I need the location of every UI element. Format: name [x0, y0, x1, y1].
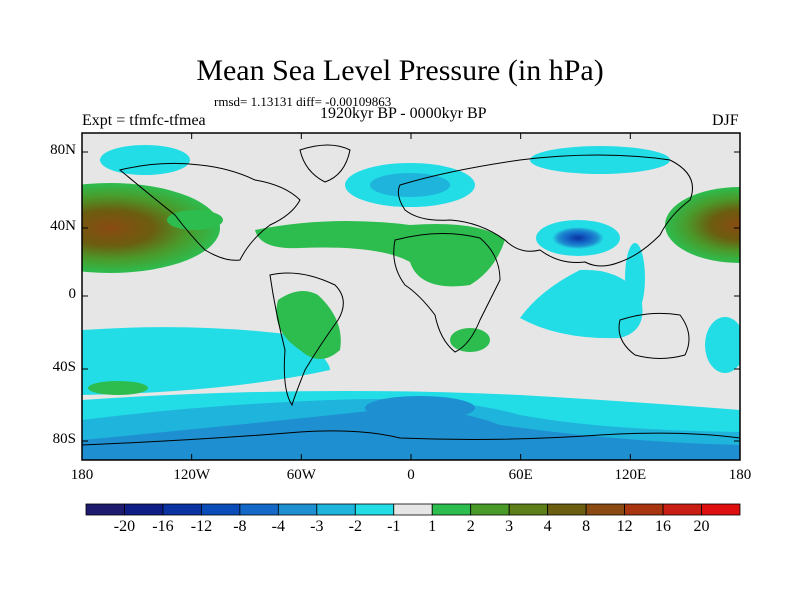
x-tick-label: 60E	[508, 467, 533, 483]
y-tick-label: 40N	[50, 218, 76, 234]
nw-pacific-high	[665, 187, 740, 263]
africa-coast	[393, 233, 501, 353]
chart-title: Mean Sea Level Pressure (in hPa)	[196, 54, 604, 87]
colorbar-swatch	[85, 503, 125, 516]
season-label: DJF	[712, 112, 739, 129]
colorbar-swatch	[508, 503, 549, 516]
x-tick-label: 60W	[286, 467, 316, 483]
y-tick-label: 80N	[50, 142, 76, 158]
colorbar-swatch	[162, 503, 202, 516]
coastlines	[82, 144, 740, 446]
greenland-coast	[299, 144, 351, 183]
north-america-coast	[118, 162, 301, 261]
colorbar-level-label: -4	[271, 518, 285, 535]
x-tick-label: 0	[407, 467, 415, 483]
ne-pacific-high-ext	[167, 210, 223, 230]
colorbar-level-label: 4	[543, 518, 552, 535]
north-pacific-low	[100, 145, 190, 175]
colorbar-swatch	[701, 503, 741, 516]
y-tick-label: 80S	[52, 431, 76, 447]
colorbar-level-label: -12	[190, 518, 213, 535]
arctic-low	[530, 146, 670, 174]
colorbar-level-label: 8	[582, 518, 591, 535]
south-africa-high	[450, 328, 490, 352]
colorbar-level-label: -20	[113, 518, 136, 535]
colorbar-swatch	[277, 503, 318, 516]
y-tick-label: 0	[68, 286, 77, 302]
southern-pacific-low	[365, 396, 475, 420]
colorbar-swatch	[547, 503, 587, 516]
north-africa-high	[255, 221, 505, 287]
colorbar-level-label: 16	[655, 518, 672, 535]
southern-ocean-inner	[82, 408, 740, 460]
colorbar-swatch	[354, 503, 395, 516]
colorbar-level-label: -1	[387, 518, 401, 535]
x-tick-label: 180	[70, 467, 94, 483]
south-america-coast	[269, 272, 344, 407]
colorbar-level-label: 1	[428, 518, 437, 535]
period-label: 1920kyr BP - 0000kyr BP	[320, 105, 487, 122]
colorbar-level-label: -3	[310, 518, 324, 535]
colorbar	[85, 503, 741, 516]
south-america-high	[276, 291, 341, 359]
colorbar-swatch	[470, 503, 510, 516]
x-tick-label: 120W	[173, 467, 210, 483]
colorbar-swatch	[124, 503, 164, 516]
colorbar-level-label: -16	[152, 518, 174, 535]
south-pacific-high	[88, 381, 148, 395]
colorbar-swatch	[316, 503, 356, 516]
experiment-label: Expt = tfmfc-tfmea	[82, 112, 206, 129]
west-pacific-low	[625, 243, 645, 313]
x-tick-label: 180	[728, 467, 752, 483]
colorbar-level-label: -8	[233, 518, 247, 535]
y-tick-label: 40S	[52, 359, 76, 375]
anomaly-field	[82, 133, 740, 460]
ne-pacific-high	[82, 183, 220, 273]
colorbar-swatch	[662, 503, 702, 516]
north-atlantic-low-inner	[370, 173, 450, 197]
colorbar-level-label: 20	[693, 518, 710, 535]
colorbar-swatch	[624, 503, 664, 516]
x-tick-label: 120E	[614, 467, 647, 483]
colorbar-level-label: -2	[348, 518, 362, 535]
colorbar-swatch	[585, 503, 625, 516]
tibet-low-inner	[552, 227, 604, 249]
stats-line: rmsd= 1.13131 diff= -0.00109863	[214, 94, 392, 109]
colorbar-swatch	[201, 503, 241, 516]
colorbar-level-label: 3	[505, 518, 514, 535]
colorbar-swatch	[431, 503, 472, 516]
antarctica-coast	[82, 430, 740, 446]
colorbar-level-label: 12	[616, 518, 633, 535]
colorbar-swatch	[239, 503, 279, 516]
australia-coast	[618, 312, 690, 359]
eurasia-coast	[397, 154, 693, 267]
colorbar-swatch	[393, 503, 433, 516]
east-pacific-low	[705, 317, 740, 373]
indian-ocean-low	[520, 269, 643, 339]
colorbar-level-label: 2	[466, 518, 475, 535]
